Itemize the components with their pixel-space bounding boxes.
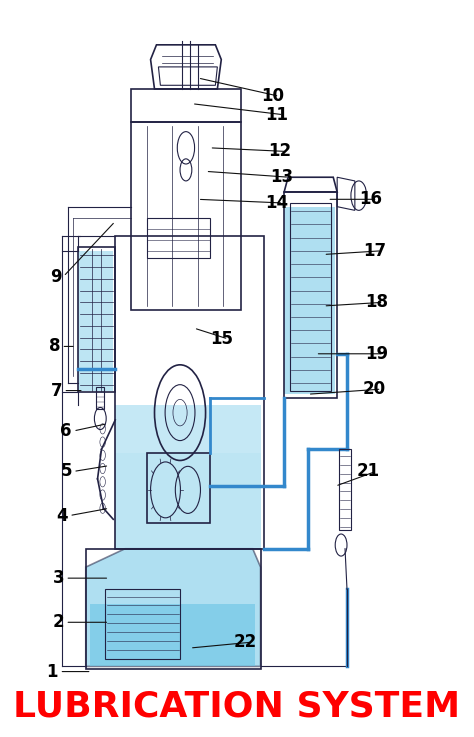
Text: 8: 8: [48, 338, 60, 355]
Text: 21: 21: [357, 463, 380, 481]
Text: 12: 12: [269, 142, 292, 161]
Bar: [339, 450, 351, 531]
Polygon shape: [115, 453, 261, 549]
Text: 19: 19: [365, 345, 388, 363]
Bar: [96, 387, 104, 409]
Text: 11: 11: [265, 105, 288, 124]
Bar: [146, 217, 210, 258]
Text: 7: 7: [51, 382, 62, 399]
Text: 17: 17: [363, 242, 386, 260]
Text: 4: 4: [56, 506, 68, 525]
Text: 20: 20: [363, 380, 386, 398]
Text: 3: 3: [53, 569, 64, 587]
Polygon shape: [90, 604, 255, 666]
Polygon shape: [115, 405, 261, 453]
Text: 5: 5: [60, 463, 72, 481]
Text: 1: 1: [46, 663, 58, 680]
Text: 14: 14: [264, 194, 288, 212]
Text: 10: 10: [261, 87, 284, 105]
Polygon shape: [284, 206, 335, 394]
Polygon shape: [78, 251, 113, 391]
Text: 15: 15: [210, 330, 233, 348]
Text: LUBRICATION SYSTEM: LUBRICATION SYSTEM: [13, 690, 461, 724]
Text: 22: 22: [233, 633, 256, 652]
Text: 13: 13: [271, 168, 294, 186]
Bar: [290, 203, 331, 391]
Polygon shape: [86, 549, 261, 666]
Text: 6: 6: [60, 422, 72, 440]
Bar: [105, 589, 180, 659]
Text: 16: 16: [359, 190, 382, 209]
Text: 18: 18: [365, 293, 388, 311]
Text: 9: 9: [51, 268, 62, 285]
Text: 2: 2: [53, 613, 64, 632]
